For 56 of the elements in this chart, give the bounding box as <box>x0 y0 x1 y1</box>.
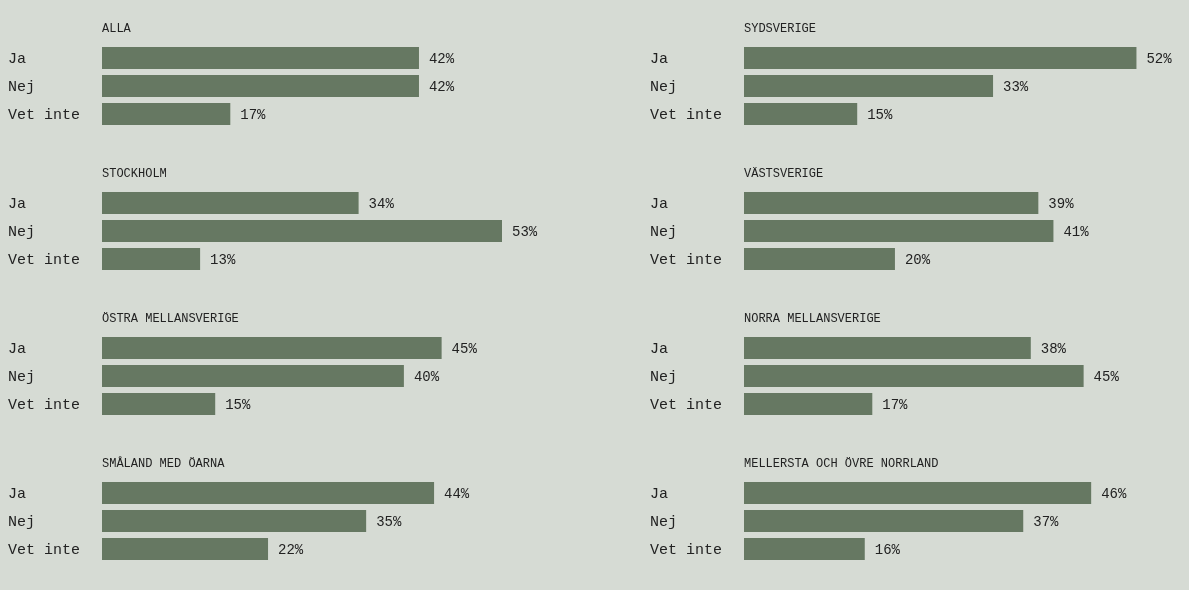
y-tick-label: Vet inte <box>650 542 723 559</box>
data-label: 37% <box>1033 514 1060 530</box>
chart-title: STOCKHOLM <box>101 166 168 183</box>
chart-title: SYDSVERIGE <box>743 21 817 38</box>
y-tick-label: Ja <box>8 341 27 358</box>
data-label: 15% <box>225 397 252 413</box>
data-label: 39% <box>1048 196 1075 212</box>
chart-title: NORRA MELLANSVERIGE <box>743 311 882 328</box>
data-label: 13% <box>210 252 236 268</box>
data-label: 53% <box>512 224 538 240</box>
data-label: 15% <box>867 107 894 123</box>
chart-title: ALLA <box>101 21 132 38</box>
data-label: 52% <box>1146 51 1173 67</box>
y-tick-label: Vet inte <box>650 397 723 414</box>
data-label: 20% <box>904 252 931 268</box>
data-label: 44% <box>444 486 470 502</box>
y-tick-label: Nej <box>650 369 678 386</box>
data-label: 42% <box>428 79 455 95</box>
data-label: 17% <box>882 397 909 413</box>
y-tick-label: Nej <box>8 514 36 531</box>
y-tick-label: Vet inte <box>650 107 723 124</box>
y-tick-label: Ja <box>8 51 27 68</box>
data-label: 17% <box>240 107 267 123</box>
data-label: 34% <box>368 196 395 212</box>
chart-title: MELLERSTA OCH ÖVRE NORRLAND <box>743 456 940 473</box>
chart-title: SMÅLAND MED ÖARNA <box>101 455 226 473</box>
y-tick-label: Nej <box>650 79 678 96</box>
y-tick-label: Ja <box>650 486 669 503</box>
y-tick-label: Vet inte <box>8 252 81 269</box>
y-tick-label: Ja <box>650 196 669 213</box>
data-label: 33% <box>1003 79 1029 95</box>
y-tick-label: Nej <box>8 79 36 96</box>
data-label: 38% <box>1040 341 1067 357</box>
y-tick-label: Vet inte <box>650 252 723 269</box>
data-label: 45% <box>1093 369 1120 385</box>
chart-title: ÖSTRA MELLANSVERIGE <box>101 311 240 328</box>
y-tick-label: Ja <box>650 341 669 358</box>
data-label: 16% <box>874 542 901 558</box>
y-tick-label: Ja <box>8 486 27 503</box>
data-label: 35% <box>376 514 402 530</box>
y-tick-label: Ja <box>650 51 669 68</box>
y-tick-label: Vet inte <box>8 397 81 414</box>
data-label: 40% <box>413 369 440 385</box>
data-label: 45% <box>451 341 478 357</box>
data-label: 41% <box>1063 224 1090 240</box>
chart-title: VÄSTSVERIGE <box>743 166 825 183</box>
y-tick-label: Vet inte <box>8 107 81 124</box>
data-label: 46% <box>1101 486 1127 502</box>
y-tick-label: Nej <box>650 514 678 531</box>
data-label: 22% <box>278 542 304 558</box>
y-tick-label: Nej <box>650 224 678 241</box>
y-tick-label: Nej <box>8 369 36 386</box>
data-label: 42% <box>428 51 455 67</box>
y-tick-label: Nej <box>8 224 36 241</box>
y-tick-label: Vet inte <box>8 542 81 559</box>
y-tick-label: Ja <box>8 196 27 213</box>
